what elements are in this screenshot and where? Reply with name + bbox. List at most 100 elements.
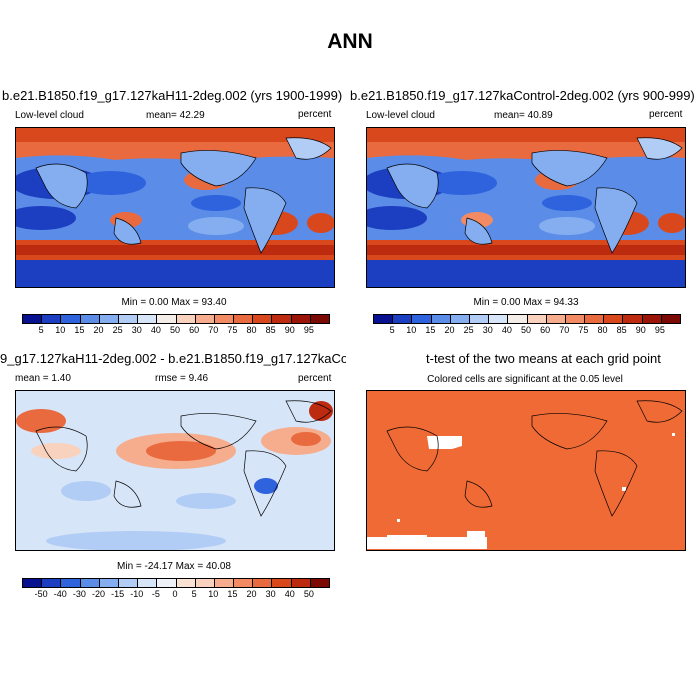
top-right-variable: Low-level cloud [366, 110, 435, 121]
colorbar-swatch [80, 579, 100, 587]
colorbar-swatch [61, 579, 81, 587]
colorbar-swatch [214, 579, 235, 587]
top-right-map [366, 127, 686, 288]
colorbar-swatch [565, 315, 586, 323]
colorbar-swatch [310, 579, 329, 587]
colorbar-swatch [195, 579, 215, 587]
colorbar-tick-label: 30 [265, 589, 276, 599]
colorbar-swatch [157, 579, 177, 587]
bottom-right-map [366, 390, 686, 551]
bottom-left-colorbar [22, 578, 330, 588]
colorbar-tick-label: 20 [246, 589, 257, 599]
colorbar-tick-label: -10 [130, 589, 144, 599]
colorbar-tick-label: 15 [227, 589, 238, 599]
top-right-colorbar [373, 314, 681, 324]
colorbar-tick-label: 50 [520, 325, 532, 335]
bottom-right-subtitle: Colored cells are significant at the 0.0… [427, 374, 623, 385]
colorbar-swatch [412, 315, 432, 323]
colorbar-swatch [99, 579, 119, 587]
bottom-left-map [15, 390, 335, 551]
colorbar-swatch [42, 579, 62, 587]
colorbar-swatch [99, 315, 119, 323]
colorbar-swatch [469, 315, 490, 323]
colorbar-tick-label: -30 [72, 589, 86, 599]
bottom-left-units: percent [298, 373, 332, 384]
colorbar-tick-label: 15 [74, 325, 85, 335]
colorbar-swatch [291, 315, 311, 323]
colorbar-tick-label: 10 [406, 325, 417, 335]
bottom-left-case-title: 9_g17.127kaH11-2deg.002 - b.e21.B1850.f1… [0, 351, 346, 366]
top-right-minmax: Min = 0.00 Max = 94.33 [473, 297, 579, 308]
colorbar-tick-label: 15 [425, 325, 436, 335]
colorbar-tick-label: 75 [578, 325, 589, 335]
colorbar-swatch [272, 579, 292, 587]
colorbar-swatch [272, 315, 292, 323]
top-left-colorbar [22, 314, 330, 324]
colorbar-swatch [393, 315, 413, 323]
colorbar-swatch [23, 579, 43, 587]
colorbar-swatch [546, 315, 566, 323]
colorbar-tick-label: 20 [93, 325, 104, 335]
colorbar-swatch [585, 315, 605, 323]
colorbar-tick-label: 10 [55, 325, 66, 335]
colorbar-swatch [642, 315, 662, 323]
colorbar-tick-label: 30 [131, 325, 142, 335]
colorbar-swatch [604, 315, 624, 323]
colorbar-tick-label: 80 [597, 325, 608, 335]
colorbar-tick-label: -40 [53, 589, 67, 599]
colorbar-swatch [253, 579, 273, 587]
colorbar-swatch [118, 315, 139, 323]
colorbar-swatch [661, 315, 680, 323]
colorbar-swatch [489, 315, 509, 323]
colorbar-tick-label: -15 [111, 589, 125, 599]
top-left-units: percent [298, 109, 332, 120]
colorbar-tick-label: 20 [444, 325, 455, 335]
colorbar-tick-label: 70 [208, 325, 219, 335]
colorbar-tick-label: 70 [559, 325, 570, 335]
colorbar-tick-label: 30 [482, 325, 493, 335]
colorbar-swatch [118, 579, 139, 587]
colorbar-tick-label: -20 [91, 589, 106, 599]
colorbar-swatch [138, 315, 158, 323]
colorbar-tick-label: 60 [189, 325, 200, 335]
colorbar-tick-label: 5 [38, 325, 44, 335]
colorbar-tick-label: 60 [540, 325, 551, 335]
colorbar-swatch [234, 315, 254, 323]
colorbar-tick-label: 85 [616, 325, 627, 335]
colorbar-tick-label: -5 [151, 589, 160, 599]
colorbar-swatch [253, 315, 273, 323]
colorbar-swatch [214, 315, 235, 323]
colorbar-tick-label: 80 [246, 325, 257, 335]
colorbar-swatch [42, 315, 62, 323]
top-right-mean: mean= 40.89 [494, 110, 553, 121]
top-left-map [15, 127, 335, 288]
colorbar-swatch [80, 315, 100, 323]
top-left-minmax: Min = 0.00 Max = 93.40 [121, 297, 227, 308]
bottom-left-mean: mean = 1.40 [15, 373, 71, 384]
colorbar-swatch [450, 315, 470, 323]
colorbar-tick-label: 5 [389, 325, 395, 335]
colorbar-swatch [291, 579, 311, 587]
top-left-case-title: b.e21.B1850.f19_g17.127kaH11-2deg.002 (y… [2, 88, 343, 103]
colorbar-tick-label: 40 [284, 589, 295, 599]
colorbar-tick-label: 50 [169, 325, 181, 335]
colorbar-tick-label: 5 [191, 589, 197, 599]
colorbar-tick-label: 0 [172, 589, 178, 599]
colorbar-swatch [623, 315, 643, 323]
colorbar-swatch [61, 315, 81, 323]
colorbar-swatch [157, 315, 177, 323]
colorbar-tick-label: 75 [227, 325, 238, 335]
top-right-case-title: b.e21.B1850.f19_g17.127kaControl-2deg.00… [350, 88, 695, 103]
colorbar-tick-label: 40 [150, 325, 161, 335]
colorbar-tick-label: -50 [34, 589, 48, 599]
colorbar-swatch [234, 579, 254, 587]
colorbar-tick-label: 10 [208, 589, 219, 599]
colorbar-tick-label: 50 [303, 589, 314, 599]
colorbar-tick-label: 25 [463, 325, 474, 335]
colorbar-swatch [176, 579, 196, 587]
colorbar-swatch [508, 315, 528, 323]
colorbar-swatch [195, 315, 215, 323]
colorbar-tick-label: 95 [654, 325, 665, 335]
colorbar-tick-label: 40 [501, 325, 512, 335]
colorbar-swatch [310, 315, 329, 323]
